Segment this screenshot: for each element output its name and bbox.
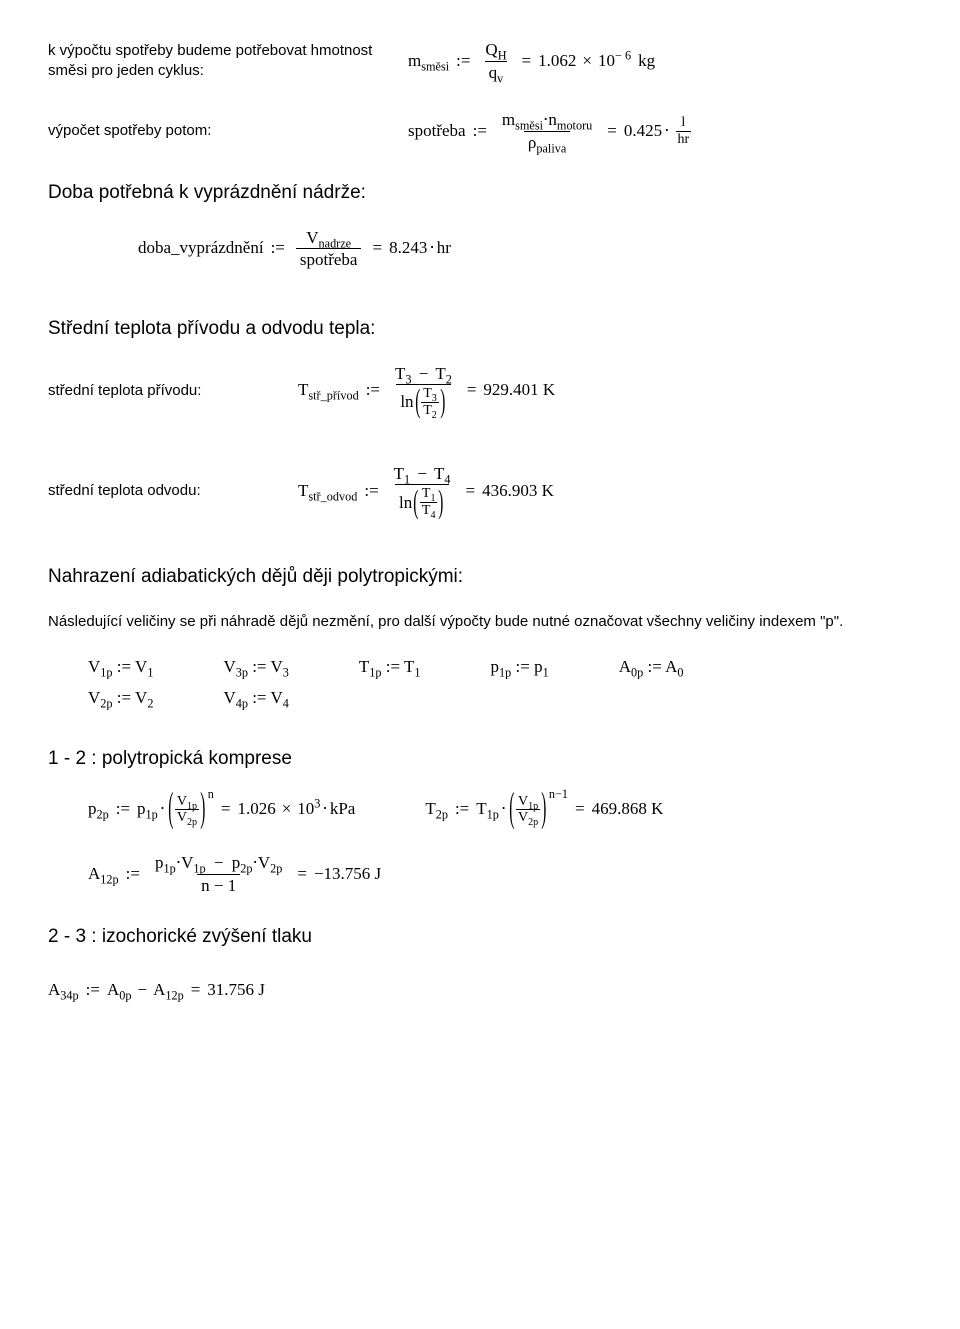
eq-row-mean-outlet: střední teplota odvodu: Tstř_odvod := T1… [48, 464, 912, 518]
eq-t2p: T2p := T1p⋅ ( V1p V2p ) n−1 = 469.868 K [425, 794, 663, 826]
paragraph-polytropic-note: Následující veličiny se při náhradě dějů… [48, 612, 912, 632]
assign-t1p: T1p := T1 [359, 656, 421, 679]
label-mass-mixture: k výpočtu spotřeby budeme potřebovat hmo… [48, 41, 408, 82]
index-assign-row-2: V2p := V2 V4p := V4 [88, 687, 912, 710]
label-mean-outlet: střední teplota odvodu: [48, 481, 298, 501]
eq-a12p: A12p := p1p⋅V1p − p2p⋅V2p n − 1 = −13.75… [88, 853, 381, 895]
heading-empty-tank-time: Doba potřebná k vyprázdnění nádrže: [48, 180, 912, 206]
assign-v1p: V1p := V1 [88, 656, 153, 679]
eq-row-mean-inlet: střední teplota přívodu: Tstř_přívod := … [48, 364, 912, 418]
eq-mean-outlet: Tstř_odvod := T1 − T4 ln ( T1 T4 ) [298, 464, 554, 518]
eq-consumption: spotřeba := msměsi⋅nmotoru ρpaliva = 0.4… [408, 110, 691, 152]
eq-row-mass-mixture: k výpočtu spotřeby budeme potřebovat hmo… [48, 40, 912, 82]
eq-row-poly-compression: p2p := p1p⋅ ( V1p V2p ) n = 1.026 × 103⋅… [88, 794, 912, 826]
assign-v3p: V3p := V3 [223, 656, 288, 679]
eq-mass-mixture: msměsi := QH qv = 1.062 × 10− 6 kg [408, 40, 655, 82]
eq-row-consumption: výpočet spotřeby potom: spotřeba := msmě… [48, 110, 912, 152]
assign-v2p: V2p := V2 [88, 687, 153, 710]
eq-row-a12p: A12p := p1p⋅V1p − p2p⋅V2p n − 1 = −13.75… [88, 853, 912, 895]
eq-a34p: A34p := A0p − A12p = 31.756 J [48, 979, 265, 1002]
assign-p1p: p1p := p1 [491, 656, 549, 679]
assign-a0p: A0p := A0 [619, 656, 684, 679]
eq-p2p: p2p := p1p⋅ ( V1p V2p ) n = 1.026 × 103⋅… [88, 794, 355, 826]
eq-row-a34p: A34p := A0p − A12p = 31.756 J [48, 979, 912, 1002]
assign-v4p: V4p := V4 [223, 687, 288, 710]
eq-empty-time: doba_vyprázdnění := Vnadrze spotřeba = 8… [138, 228, 451, 270]
label-consumption: výpočet spotřeby potom: [48, 121, 408, 141]
label-mean-inlet: střední teplota přívodu: [48, 381, 298, 401]
index-assign-row-1: V1p := V1 V3p := V3 T1p := T1 p1p := p1 … [88, 656, 912, 679]
eq-mean-inlet: Tstř_přívod := T3 − T2 ln ( T3 T2 ) [298, 364, 555, 418]
heading-poly-compression: 1 - 2 : polytropická komprese [48, 746, 912, 772]
heading-isochoric: 2 - 3 : izochorické zvýšení tlaku [48, 924, 912, 950]
heading-polytropic: Nahrazení adiabatických dějů ději polytr… [48, 564, 912, 590]
eq-row-empty-time: doba_vyprázdnění := Vnadrze spotřeba = 8… [138, 228, 912, 270]
heading-mean-temps: Střední teplota přívodu a odvodu tepla: [48, 316, 912, 342]
